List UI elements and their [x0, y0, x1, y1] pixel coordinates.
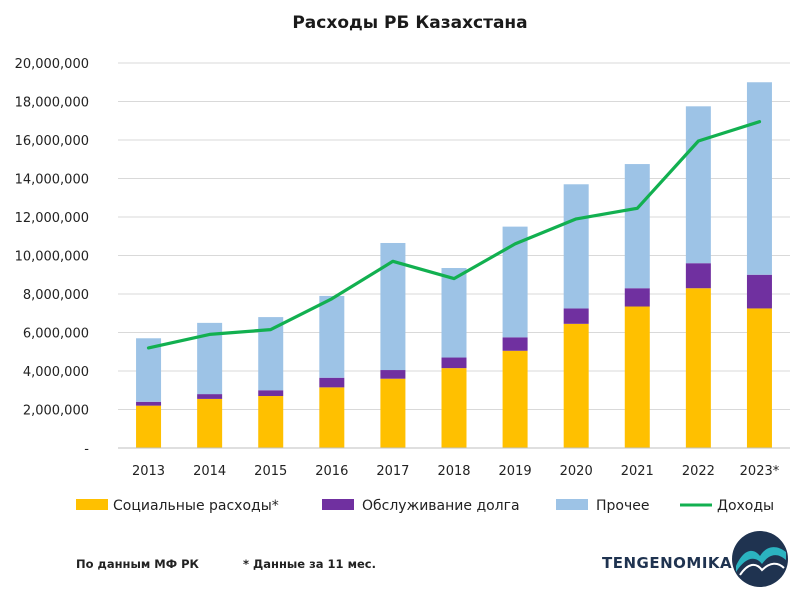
- source-note: По данным МФ РК: [76, 557, 200, 571]
- legend-swatch-social: [76, 499, 108, 510]
- bar-segment-social: [319, 387, 345, 448]
- x-axis-ticks: 2013 2014 2015 2016 2017 2018 2019 2020 2021 2022…: [132, 464, 780, 479]
- chart-title: Расходы РБ Казахстана: [292, 13, 527, 33]
- brand-logo-icon: [732, 531, 788, 587]
- y-tick-label: 18,000,000: [15, 96, 89, 111]
- x-tick-label: 2022: [682, 464, 715, 479]
- bar-segment-debt: [502, 337, 528, 351]
- bar-segment-social: [441, 368, 467, 448]
- x-tick-label: 2020: [560, 464, 593, 479]
- bar-segment-social: [563, 323, 589, 448]
- y-tick-label: -: [84, 442, 89, 457]
- y-tick-label: 12,000,000: [15, 211, 89, 226]
- bar-segment-social: [685, 288, 711, 448]
- bar-segment-social: [258, 396, 284, 448]
- y-axis-ticks: - 2,000,000 4,000,000 6,000,000 8,000,000 10,…: [15, 57, 90, 457]
- legend-label-revenue: Доходы: [717, 498, 774, 514]
- brand-name: TENGENOMIKA: [602, 554, 732, 572]
- bars: [136, 82, 772, 448]
- bar-segment-social: [624, 306, 650, 448]
- bar-segment-other: [685, 106, 711, 264]
- bar-segment-debt: [624, 288, 650, 307]
- legend-label-other: Прочее: [596, 498, 649, 514]
- bar-segment-debt: [380, 370, 406, 379]
- x-tick-label: 2015: [254, 464, 287, 479]
- bar-segment-other: [624, 164, 650, 289]
- bar-segment-social: [380, 378, 406, 448]
- bar-segment-social: [502, 350, 528, 448]
- bar-segment-debt: [197, 394, 223, 399]
- bar-segment-debt: [563, 308, 589, 324]
- x-tick-label: 2019: [499, 464, 532, 479]
- y-tick-label: 20,000,000: [15, 57, 89, 72]
- bar-segment-other: [746, 82, 772, 275]
- bar-segment-debt: [746, 274, 772, 309]
- bar-segment-debt: [441, 357, 467, 369]
- x-tick-label: 2021: [621, 464, 654, 479]
- bar-segment-other: [563, 184, 589, 309]
- bar-segment-debt: [136, 401, 162, 406]
- x-tick-label: 2016: [315, 464, 348, 479]
- legend-swatch-debt: [322, 499, 354, 510]
- y-tick-label: 10,000,000: [15, 250, 89, 265]
- bar-segment-debt: [258, 390, 284, 397]
- legend-label-debt: Обслуживание долга: [362, 498, 520, 514]
- y-tick-label: 8,000,000: [23, 288, 89, 303]
- legend: Социальные расходы* Обслуживание долга П…: [76, 498, 774, 514]
- x-tick-label: 2017: [376, 464, 409, 479]
- bar-segment-social: [136, 405, 162, 448]
- x-tick-label: 2014: [193, 464, 226, 479]
- bar-segment-social: [746, 308, 772, 448]
- legend-label-social: Социальные расходы*: [113, 498, 279, 514]
- y-tick-label: 6,000,000: [23, 327, 89, 342]
- legend-swatch-other: [556, 499, 588, 510]
- y-tick-label: 2,000,000: [23, 404, 89, 419]
- bar-segment-debt: [685, 263, 711, 289]
- bar-segment-debt: [319, 377, 345, 388]
- y-tick-label: 4,000,000: [23, 365, 89, 380]
- y-tick-label: 14,000,000: [15, 173, 89, 188]
- x-tick-label: 2018: [437, 464, 470, 479]
- y-tick-label: 16,000,000: [15, 134, 89, 149]
- bar-segment-other: [319, 295, 345, 378]
- revenue-line: [146, 120, 762, 350]
- bar-segment-other: [441, 268, 467, 358]
- bar-segment-social: [197, 398, 223, 448]
- x-tick-label: 2023*: [740, 464, 780, 479]
- x-tick-label: 2013: [132, 464, 165, 479]
- period-note: * Данные за 11 мес.: [243, 557, 376, 571]
